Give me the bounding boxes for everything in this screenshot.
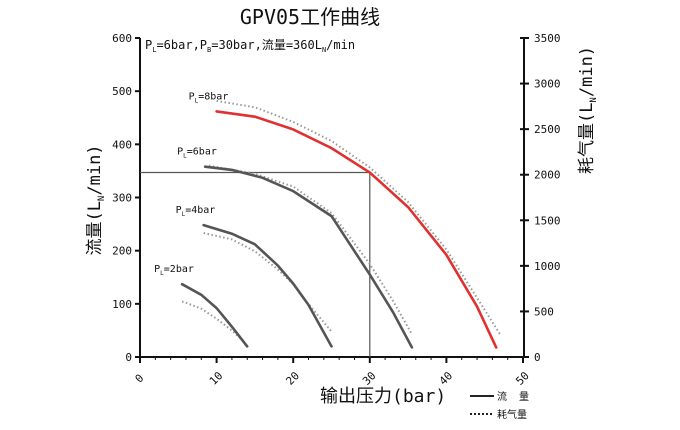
series-label: PL=2bar	[154, 264, 194, 277]
annotation-part: P	[145, 38, 152, 52]
legend: 流 量 耗气量	[470, 390, 529, 421]
series-label-part: =4bar	[185, 205, 215, 216]
annotation-part: N	[322, 46, 326, 54]
flow-line-PL=4bar	[202, 223, 333, 348]
flow-line-PL=8bar	[215, 110, 498, 349]
series-label-part: P	[177, 147, 183, 158]
series-label-part: L	[183, 153, 187, 160]
annotation: PL=6bar,PB=30bar,流量=360LN/min	[145, 38, 355, 54]
y-axis-label: 流量(LN/min)	[85, 144, 107, 255]
annotation-part: B	[207, 46, 211, 54]
y2-tick-label: 0	[534, 351, 541, 364]
y-tick-label: 500	[112, 85, 132, 98]
x-tick-label: 50	[513, 369, 532, 388]
y2-tick-label: 1500	[534, 214, 561, 227]
y2-label-part: /min)	[577, 46, 597, 97]
annotation-part: =6bar,P	[156, 38, 207, 52]
plot-area: 0 10 20 30 40 5001002003004005006000500100015…	[112, 32, 560, 388]
y-tick-label: 0	[125, 351, 132, 364]
y-tick-label: 400	[112, 138, 132, 151]
y2-tick-label: 3500	[534, 32, 561, 45]
y2-label-part: 耗气量(L	[577, 103, 597, 174]
legend-label-consumption: 耗气量	[497, 408, 527, 421]
consumption-line-PL=2bar	[181, 300, 245, 342]
series-label-part: P	[189, 91, 195, 102]
y-label-part: 流量(L	[85, 201, 105, 255]
series-label-part: L	[160, 270, 164, 277]
y-tick-label: 600	[112, 32, 132, 45]
x-tick-label: 10	[207, 369, 226, 388]
y-tick-label: 200	[112, 245, 132, 258]
annotation-part: /min	[326, 38, 355, 52]
flow-line-PL=2bar	[180, 282, 249, 348]
series-label-part: P	[154, 264, 160, 275]
x-axis-label: 输出压力(bar)	[320, 386, 446, 407]
y-tick-label: 300	[112, 192, 132, 205]
y2-label-part: N	[589, 97, 599, 102]
series-label-part: P	[176, 205, 182, 216]
y2-tick-label: 2000	[534, 169, 561, 182]
series-label: PL=4bar	[176, 205, 216, 218]
consumption-line-PL=8bar	[216, 99, 501, 335]
annotation-part: L	[152, 46, 156, 54]
series-label-part: =8bar	[198, 91, 228, 102]
flow-line-PL=6bar	[203, 165, 414, 349]
annotation-part: =30bar,流量=360L	[211, 38, 322, 52]
series-label: PL=8bar	[189, 91, 229, 104]
x-tick-label: 0	[133, 372, 147, 386]
series-label: PL=6bar	[177, 147, 217, 160]
series-label-part: =2bar	[164, 264, 194, 275]
x-tick-label: 20	[283, 369, 302, 388]
y2-axis-label: 耗气量(LN/min)	[577, 46, 599, 174]
y-label-part: N	[97, 196, 107, 201]
y2-tick-label: 1000	[534, 260, 561, 273]
series-label-part: L	[195, 97, 199, 104]
chart-title: GPV05工作曲线	[240, 5, 380, 29]
y-label-part: /min)	[85, 144, 105, 195]
y2-tick-label: 500	[534, 305, 554, 318]
consumption-line-PL=6bar	[208, 164, 413, 335]
y2-tick-label: 2500	[534, 123, 561, 136]
y-tick-label: 100	[112, 298, 132, 311]
consumption-line-PL=4bar	[203, 232, 333, 333]
y2-tick-label: 3000	[534, 78, 561, 91]
series-label-part: =6bar	[187, 147, 217, 158]
series-label-part: L	[182, 211, 186, 218]
legend-label-flow: 流 量	[497, 390, 529, 403]
